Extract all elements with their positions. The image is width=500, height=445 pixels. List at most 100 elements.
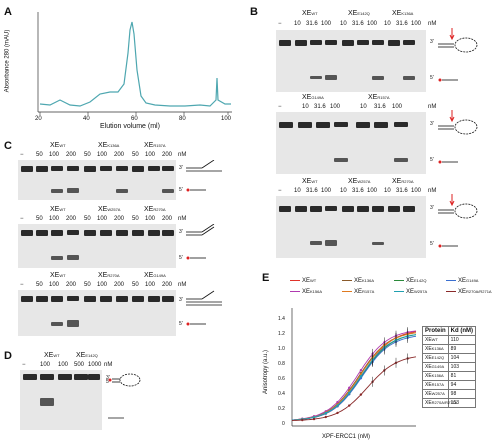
data-point [359,393,363,396]
conc-label: 31.6 [374,104,386,110]
legend-entry: XE G149A [446,278,478,284]
y-tick-label: 0.8 [278,361,285,367]
legend-entry: XE K156A [290,289,322,295]
conc-label: 10 [340,188,347,194]
legend-entry: XE E142Q [394,278,426,284]
label-5prime: 5' [430,75,434,81]
legend-swatch [394,290,404,293]
legend-entry: XE R270A/R271A [446,289,492,295]
conc-label: 100 [58,362,69,368]
binding-curve-plot [291,308,417,427]
y-tick-label: 1.4 [278,316,285,322]
conc-label: 100 [321,188,332,194]
conc-label: 50 [132,216,139,222]
substrate-diagram [438,110,478,164]
substrate-diagram [438,194,478,248]
gel-image [18,290,176,336]
legend: XE WT XE K136A XE E142Q XE G149A XE K156A XE R… [290,278,496,300]
conc-label: 100 [321,21,332,27]
protein-cell: XE R157A [422,380,449,390]
data-point [336,404,339,407]
conc-label: 100 [97,152,108,158]
conc-label: 50 [36,152,43,158]
conc-label: 50 [132,282,139,288]
lane-minus: − [22,362,26,368]
conc-label: 100 [411,188,422,194]
gel-group-label: XE WT [50,142,66,149]
conc-label: 50 [84,282,91,288]
conc-label: 100 [40,362,51,368]
binding-curve [291,334,417,421]
conc-label: 200 [66,152,77,158]
table-row: XE K136A 89 [422,344,477,354]
gel-image [18,224,176,268]
substrate-diagram [438,28,478,82]
legend-swatch [342,279,352,282]
gel-image [18,160,176,200]
conc-label: 1000 [88,362,102,368]
data-point [312,417,316,421]
substrate-diagram [186,290,222,326]
conc-label: 31.6 [314,104,326,110]
conc-label: 10 [340,21,347,27]
gel-group-label: XE K136A [392,10,414,17]
gel-group-label: XE K136A [98,142,120,149]
conc-label: 10 [384,188,391,194]
table-row: XE R270A/R271A 153 [422,398,477,408]
binding-curve [291,332,417,421]
kd-cell: 104 [447,353,477,363]
legend-swatch [394,279,404,282]
gel-image [276,30,426,92]
data-point [324,411,327,415]
table-row: XE WT 110 [422,335,477,345]
data-point [359,369,363,372]
label-3prime: 3' [430,205,434,211]
binding-curve [291,334,417,421]
data-point [336,400,339,404]
conc-label: 31.6 [306,188,318,194]
table-row: XE G149A 103 [422,362,477,372]
conc-label: 10 [384,21,391,27]
conc-label: 100 [49,216,60,222]
gel-group-label: XE R270A [144,206,166,213]
x-tick-label: 20 [35,116,42,122]
binding-curve [291,331,417,421]
conc-label: 31.6 [352,188,364,194]
conc-label: 200 [114,152,125,158]
conc-label: 200 [66,216,77,222]
x-tick-label: 100 [221,116,232,122]
panel-b: XE WT XE E142Q XE K136A − 10 31.6 100 10 31… [268,8,498,268]
conc-label: 50 [84,216,91,222]
unit-label: nM [428,104,437,110]
protein-cell: XE WT [422,335,449,345]
kd-cell: 103 [447,362,477,372]
binding-curve [291,330,417,421]
legend-entry: XE WT [290,278,316,284]
conc-label: 100 [411,21,422,27]
gel-group-label: XE WT [44,352,60,359]
panel-letter-a: A [4,6,12,18]
legend-swatch [290,279,300,282]
unit-label: nM [178,282,187,288]
y-axis-label: Absorbance 280 (mAU) [4,29,11,93]
label-5prime: 5' [179,255,183,261]
column-header: Protein [422,326,449,336]
data-point [312,416,316,419]
conc-label: 50 [36,282,43,288]
y-tick-label: 1.2 [278,331,285,337]
binding-curve [291,335,417,421]
unit-label: nM [104,362,113,368]
unit-label: nM [178,216,187,222]
conc-label: 200 [114,282,125,288]
label-5prime: 5' [106,379,110,385]
kd-cell: 98 [447,389,477,399]
label-3prime: 3' [430,39,434,45]
table-row: XE K156A 81 [422,371,477,381]
table-header-row: Protein Kd (nM) [422,326,477,336]
column-header: Kd (nM) [447,326,477,336]
lane-minus: − [20,216,24,222]
gel-image [276,112,426,174]
unit-label: nM [428,21,437,27]
conc-label: 100 [49,152,60,158]
gel-group-label: XE R270A [392,178,414,185]
